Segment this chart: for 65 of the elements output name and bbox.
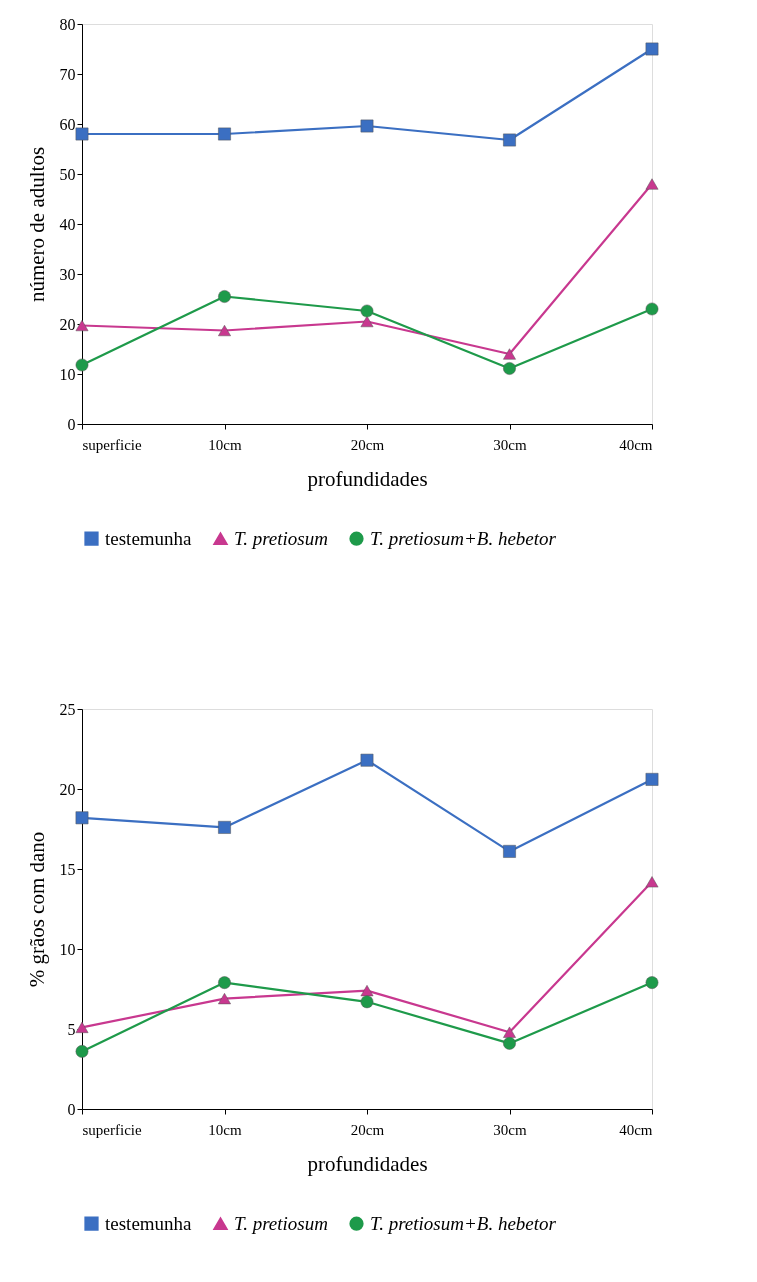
legend-label: T. pretiosum: [234, 1212, 328, 1234]
x-tick-label: 20cm: [350, 1121, 385, 1138]
y-tick-label: 0: [67, 415, 76, 433]
y-tick-label: 10: [59, 365, 76, 383]
legend-label: testemunha: [105, 527, 193, 549]
y-axis-title: número de adultos: [24, 146, 49, 303]
y-tick-label: 0: [67, 1100, 76, 1118]
y-tick-label: 40: [59, 215, 76, 233]
point: [218, 324, 231, 337]
legend-label: testemunha: [105, 1212, 193, 1234]
x-tick-label: superficie: [82, 1121, 142, 1138]
legend-label: T. pretiosum: [234, 527, 328, 549]
point: [360, 119, 374, 133]
point: [503, 1037, 516, 1050]
y-tick-label: 50: [59, 165, 76, 183]
x-tick-label: 20cm: [350, 436, 385, 453]
point: [218, 821, 231, 834]
y-tick-label: 30: [59, 265, 76, 283]
point: [218, 976, 231, 989]
x-tick-label: superficie: [82, 436, 142, 453]
x-axis-title: profundidades: [307, 1151, 428, 1176]
x-tick-label: 10cm: [208, 1121, 242, 1138]
point: [360, 753, 374, 767]
legend-label: T. pretiosum+B. hebetor: [370, 1212, 557, 1234]
y-tick-label: 20: [59, 315, 76, 333]
y-tick-label: 10: [59, 940, 76, 958]
point: [360, 995, 374, 1009]
point: [75, 1045, 89, 1058]
x-tick-label: 30cm: [493, 1121, 527, 1138]
x-tick-label: 10cm: [208, 436, 242, 453]
point: [75, 1021, 89, 1033]
point: [503, 845, 516, 858]
y-tick-label: 20: [59, 780, 76, 798]
x-axis-title: profundidades: [307, 466, 428, 491]
point: [218, 993, 231, 1005]
y-tick-label: 5: [67, 1020, 76, 1038]
point: [218, 127, 231, 141]
x-tick-label: 40cm: [619, 1121, 653, 1138]
point: [503, 133, 516, 147]
y-axis-title: % grãos com dano: [24, 831, 49, 988]
point: [75, 127, 89, 141]
point: [645, 302, 659, 316]
y-tick-label: 25: [59, 700, 76, 718]
point: [75, 319, 89, 332]
point: [75, 358, 89, 372]
point: [645, 42, 659, 56]
y-tick-label: 60: [59, 115, 76, 133]
legend-label: T. pretiosum+B. hebetor: [370, 527, 557, 549]
point: [645, 876, 659, 888]
point: [503, 348, 516, 360]
point: [360, 315, 374, 328]
point: [360, 304, 374, 318]
y-tick-label: 80: [59, 15, 76, 33]
point: [75, 811, 89, 825]
point: [645, 976, 659, 989]
x-tick-label: 40cm: [619, 436, 653, 453]
point: [360, 985, 374, 997]
point: [645, 773, 659, 786]
x-tick-label: 30cm: [493, 436, 527, 453]
point: [645, 178, 659, 190]
y-tick-label: 70: [59, 65, 76, 83]
point: [218, 290, 231, 303]
y-tick-label: 15: [59, 860, 76, 878]
point: [503, 1026, 516, 1038]
point: [503, 362, 516, 375]
